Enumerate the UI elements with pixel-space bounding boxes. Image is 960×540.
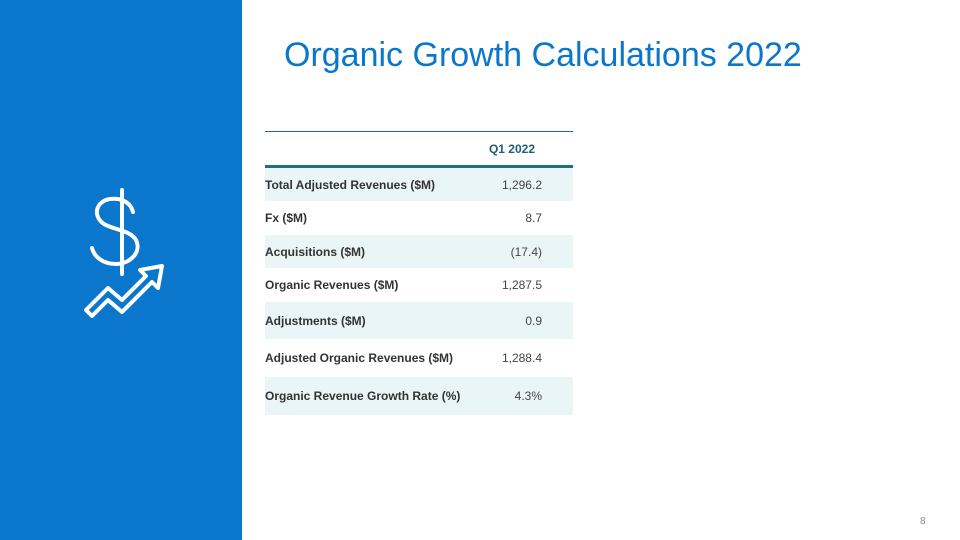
table-row: Adjustments ($M) 0.9: [265, 302, 573, 339]
table-row: Total Adjusted Revenues ($M) 1,296.2: [265, 168, 573, 201]
row-label: Adjusted Organic Revenues ($M): [265, 351, 454, 365]
growth-icon: [84, 188, 164, 318]
table-row: Adjusted Organic Revenues ($M) 1,288.4: [265, 339, 573, 377]
row-value: 8.7: [525, 211, 542, 225]
row-value: 1,288.4: [501, 351, 542, 365]
row-value: 1,287.5: [501, 278, 542, 292]
row-label: Acquisitions ($M): [265, 244, 366, 259]
page-number: 8: [920, 516, 926, 527]
row-value: 1,296.2: [501, 177, 542, 192]
table-row: Organic Revenues ($M) 1,287.5: [265, 268, 573, 302]
row-value: (17.4): [510, 244, 542, 259]
side-panel: [0, 0, 242, 540]
row-value: 4.3%: [514, 389, 542, 403]
row-label: Fx ($M): [265, 211, 307, 225]
table-row: Organic Revenue Growth Rate (%) 4.3%: [265, 377, 573, 415]
table-row: Acquisitions ($M) (17.4): [265, 235, 573, 268]
row-label: Organic Revenue Growth Rate (%): [265, 389, 461, 403]
slide-title: Organic Growth Calculations 2022: [284, 36, 802, 74]
table-row: Fx ($M) 8.7: [265, 201, 573, 235]
header-row: Q1 2022: [265, 132, 573, 168]
header-cell: [265, 132, 476, 165]
row-value: 0.9: [525, 313, 542, 328]
header-cell: Q1 2022: [488, 141, 536, 156]
row-label: Organic Revenues ($M): [265, 278, 399, 292]
row-label: Adjustments ($M): [265, 313, 366, 328]
row-label: Total Adjusted Revenues ($M): [265, 177, 436, 192]
table: Q1 2022 Total Adjusted Revenues ($M) 1,29…: [265, 131, 573, 415]
